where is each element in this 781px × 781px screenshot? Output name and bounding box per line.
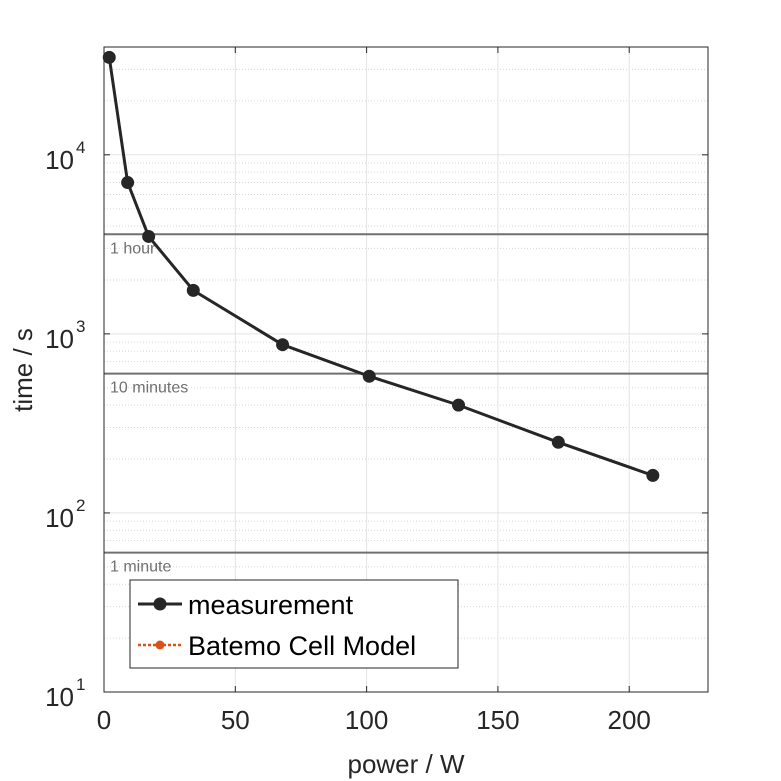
data-point <box>186 283 200 297</box>
data-point <box>276 338 290 352</box>
reference-line-label: 1 hour <box>110 240 156 257</box>
axis-ticks <box>103 47 708 693</box>
reference-line-label: 1 minute <box>110 559 171 576</box>
plot-frame <box>103 46 709 693</box>
series-layer <box>102 50 660 482</box>
legend: measurement Batemo Cell Model <box>129 579 459 669</box>
x-tick-label: 150 <box>476 705 519 735</box>
y-axis-title: time / s <box>8 328 38 412</box>
x-axis-title: power / W <box>347 749 464 779</box>
y-tick-label: 10 <box>45 682 74 712</box>
reference-lines: 1 hour 10 minutes 1 minute <box>104 233 708 576</box>
y-tick-label-exponent: 2 <box>76 496 85 515</box>
y-tick-label-exponent: 1 <box>76 675 85 694</box>
y-tick-label: 10 <box>45 145 74 175</box>
y-tick-label-exponent: 3 <box>76 317 85 336</box>
legend-box <box>129 579 459 669</box>
legend-batemo-label: Batemo Cell Model <box>188 631 416 661</box>
y-tick-label-exponent: 4 <box>76 138 85 157</box>
data-point <box>551 435 565 449</box>
x-tick-label: 0 <box>97 705 111 735</box>
legend-measurement-marker <box>153 597 167 611</box>
data-point <box>362 369 376 383</box>
x-tick-labels: 0 50 100 150 200 <box>97 705 651 735</box>
reference-line-label: 10 minutes <box>110 380 188 397</box>
y-tick-label: 10 <box>45 324 74 354</box>
data-point <box>121 176 135 190</box>
data-point <box>142 229 156 243</box>
x-tick-label: 100 <box>345 705 388 735</box>
y-tick-label: 10 <box>45 503 74 533</box>
x-tick-label: 200 <box>608 705 651 735</box>
data-point <box>646 468 660 482</box>
data-point <box>452 398 466 412</box>
legend-measurement-label: measurement <box>188 590 354 620</box>
legend-batemo-marker <box>155 640 165 650</box>
x-tick-label: 50 <box>221 705 250 735</box>
data-point <box>102 50 116 64</box>
